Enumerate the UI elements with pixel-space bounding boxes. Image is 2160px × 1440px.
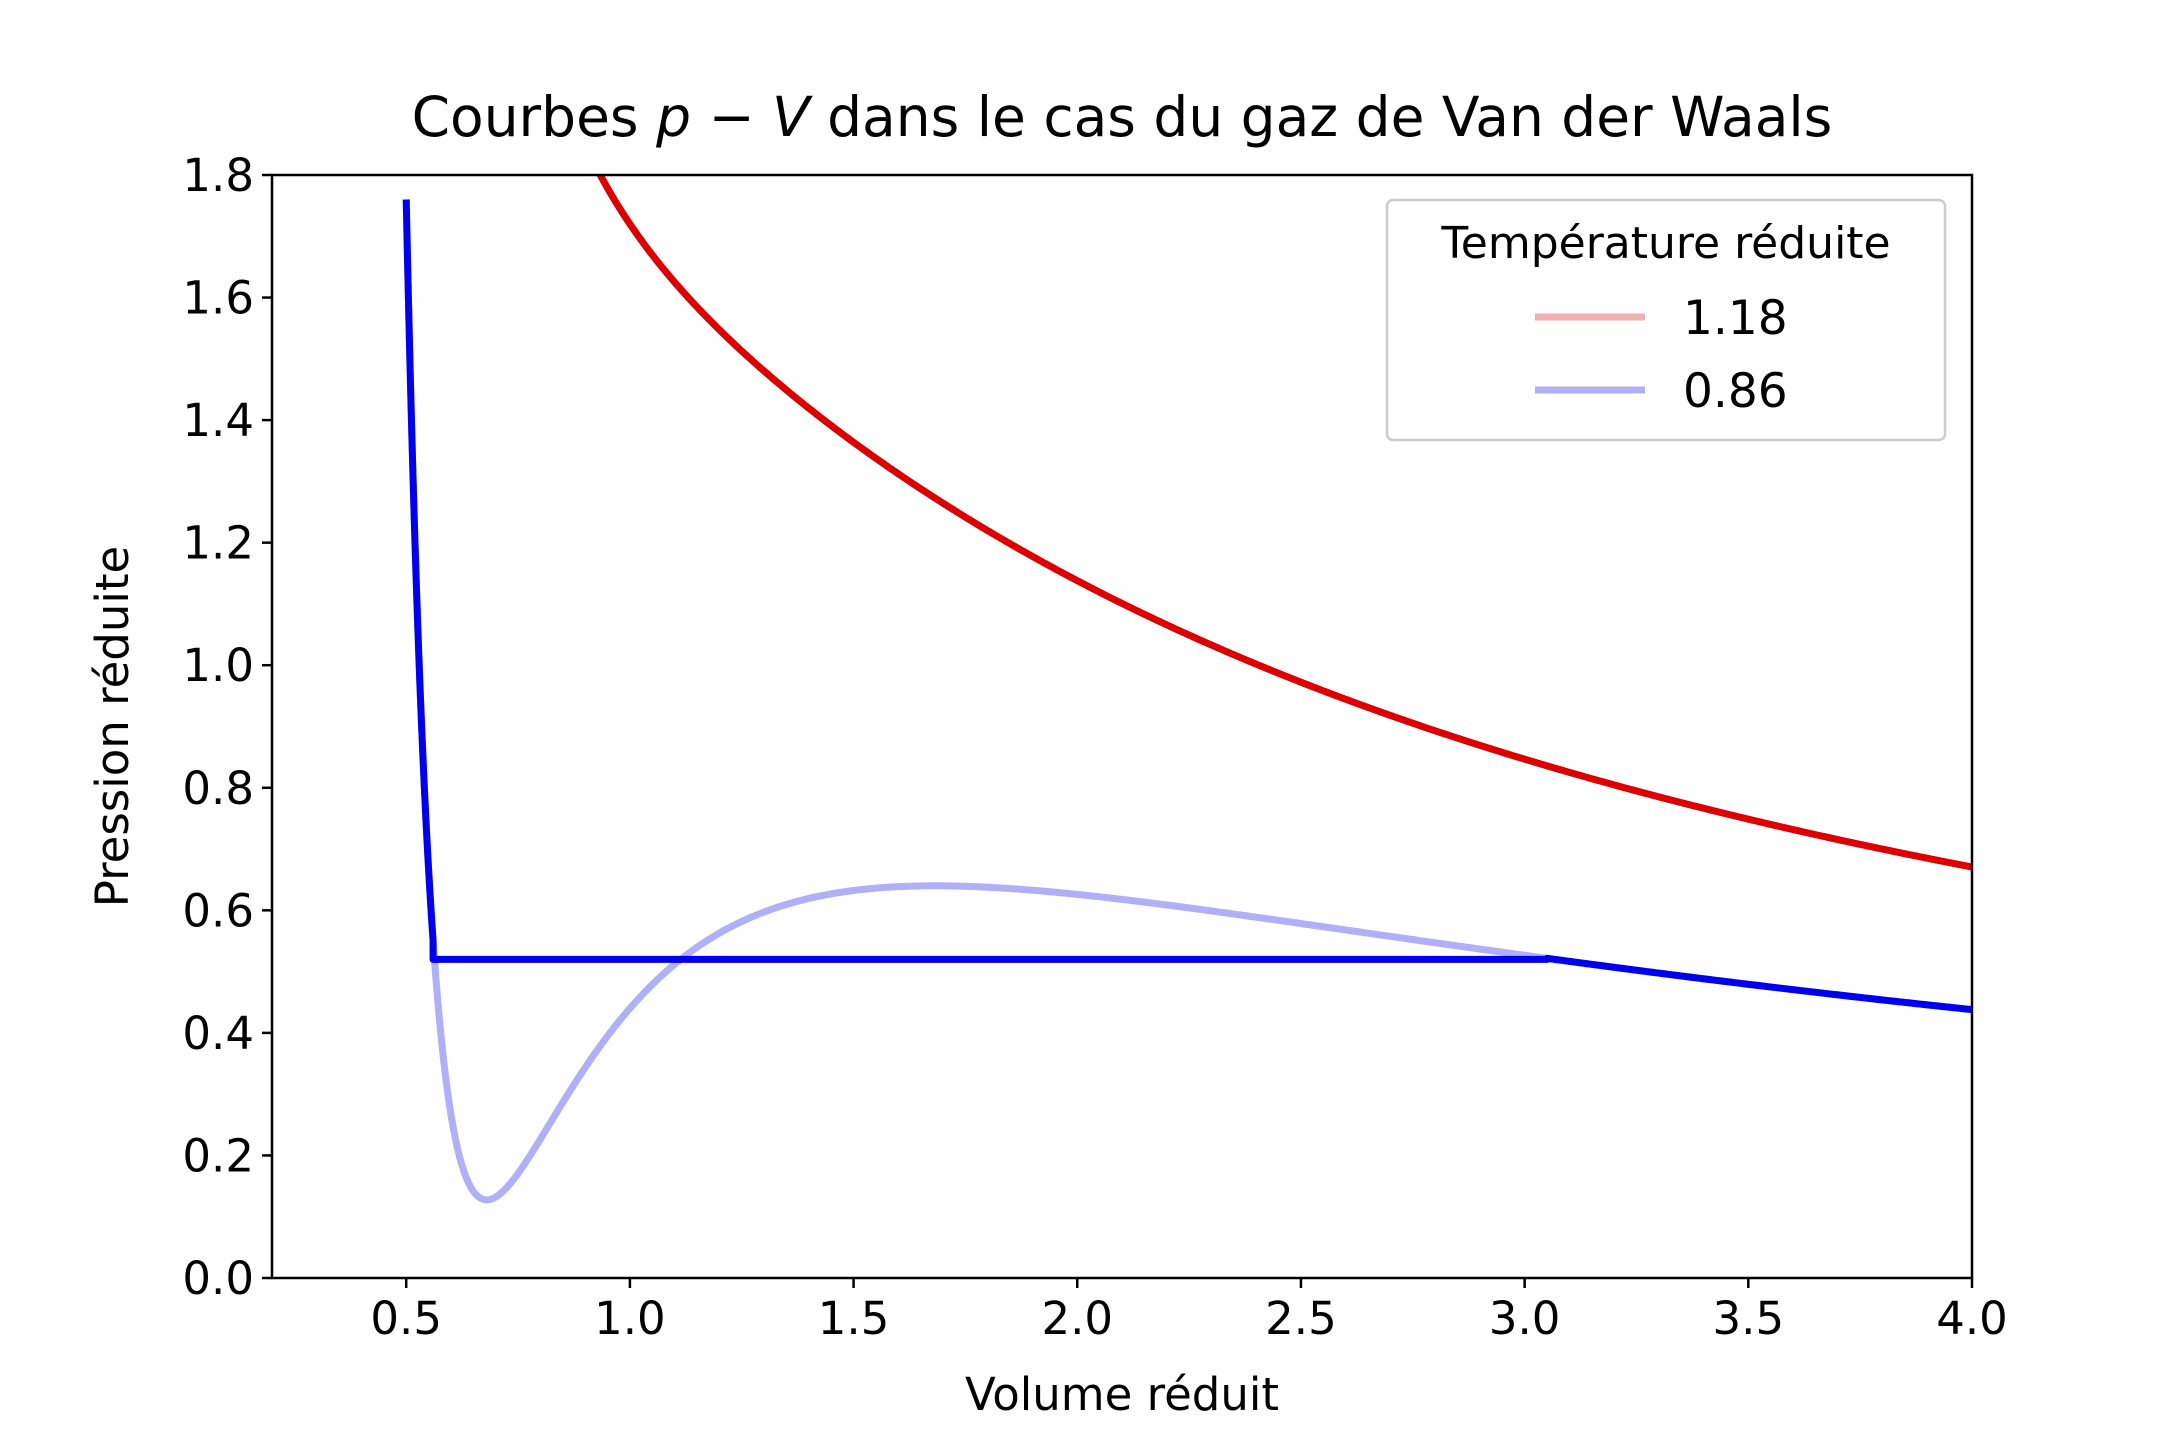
- plot-frame: [270, 173, 1974, 1280]
- x-tick-label: 3.5: [1713, 1292, 1785, 1345]
- x-tick-label: 2.0: [1041, 1292, 1113, 1345]
- chart-title-suffix: dans le cas du gaz de Van der Waals: [810, 85, 1833, 149]
- x-axis-ticks: 0.5 1.0 1.5 2.0 2.5 3.0 3.5 4.0: [370, 1278, 2008, 1345]
- x-tick-label: 1.5: [818, 1292, 890, 1345]
- series-layer: [402, 175, 1972, 1204]
- series-line-3: [402, 199, 1972, 1014]
- y-tick-label: 0.8: [182, 762, 254, 815]
- y-tick-label: 1.4: [182, 394, 254, 447]
- legend: Température réduite 1.18 0.86: [1385, 198, 1947, 442]
- x-axis-label: Volume réduit: [965, 1368, 1279, 1421]
- x-tick-label: 2.5: [1265, 1292, 1337, 1345]
- y-tick-label: 1.8: [182, 149, 254, 202]
- legend-label-2: 0.86: [1683, 364, 1788, 419]
- y-tick-label: 0.0: [182, 1252, 254, 1305]
- y-tick-label: 1.0: [182, 639, 254, 692]
- y-axis-ticks: 0.0 0.2 0.4 0.6 0.8 1.0 1.2 1.4 1.6 1.8: [182, 149, 272, 1305]
- y-tick-label: 0.6: [182, 884, 254, 937]
- x-tick-label: 1.0: [594, 1292, 666, 1345]
- x-tick-label: 4.0: [1936, 1292, 2008, 1345]
- chart-title-math: p − V: [655, 85, 813, 149]
- legend-box: [1385, 198, 1947, 442]
- x-tick-label: 0.5: [370, 1292, 442, 1345]
- y-tick-label: 0.4: [182, 1007, 254, 1060]
- y-tick-label: 1.6: [182, 272, 254, 325]
- x-tick-label: 3.0: [1489, 1292, 1561, 1345]
- chart-title: Courbes p − V dans le cas du gaz de Van …: [412, 85, 1833, 149]
- legend-label-1: 1.18: [1683, 291, 1788, 346]
- y-tick-label: 1.2: [182, 517, 254, 570]
- legend-title: Température réduite: [1440, 218, 1890, 269]
- y-tick-label: 0.2: [182, 1129, 254, 1182]
- series-line-1: [596, 175, 1972, 871]
- y-axis-label: Pression réduite: [86, 546, 139, 907]
- chart-title-prefix: Courbes: [412, 85, 656, 149]
